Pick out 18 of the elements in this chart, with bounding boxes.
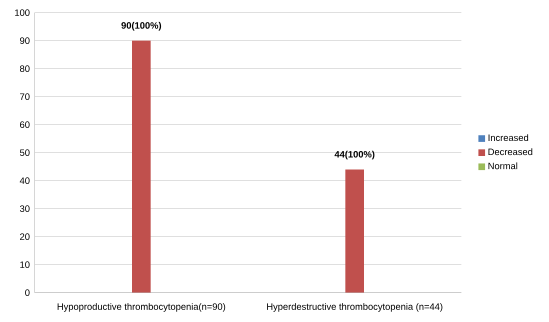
y-tick-label: 80 (20, 65, 30, 72)
x-tick-label: Hyperdestructive thrombocytopenia (n=44) (267, 303, 442, 312)
legend-label: Increased (488, 134, 528, 142)
legend-label: Normal (488, 162, 518, 170)
data-label: 90(100%) (121, 22, 162, 31)
legend-label: Decreased (488, 148, 532, 156)
data-label: 44(100%) (334, 150, 374, 160)
y-tick-label: 50 (20, 149, 30, 156)
y-tick-label: 20 (20, 233, 30, 240)
x-tick-label: Hypoproductive thrombocytopenia(n=90) (58, 303, 226, 312)
y-tick-label: 0 (25, 289, 30, 296)
y-tick-label: 10 (20, 261, 30, 268)
y-tick-label: 40 (20, 177, 30, 184)
y-tick-label: 100 (15, 9, 30, 16)
y-tick-label: 70 (20, 93, 30, 100)
y-tick-label: 60 (20, 121, 30, 128)
y-tick-label: 90 (20, 37, 30, 44)
y-tick-label: 30 (20, 205, 30, 212)
